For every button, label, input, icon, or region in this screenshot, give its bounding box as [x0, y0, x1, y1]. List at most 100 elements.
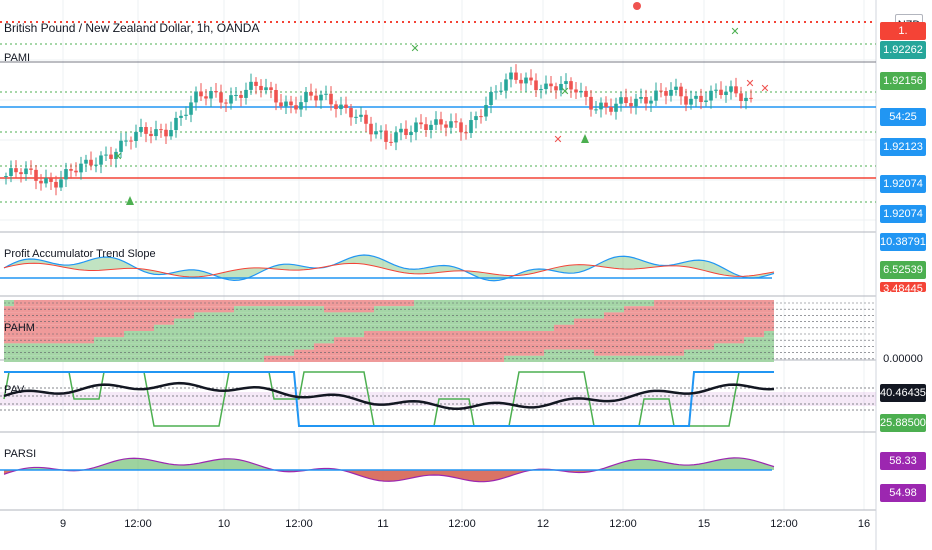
candle-body — [174, 117, 178, 131]
pahm-cell — [414, 318, 424, 325]
candle-body — [739, 93, 743, 102]
pahm-cell — [474, 318, 484, 325]
pahm-cell — [114, 343, 124, 350]
pahm-cell — [34, 355, 44, 362]
candle-body — [689, 98, 693, 105]
candle-body — [589, 96, 593, 110]
pahm-cell — [654, 300, 664, 307]
pahm-cell — [34, 324, 44, 331]
pahm-cell — [474, 337, 484, 344]
pahm-cell — [434, 337, 444, 344]
pahm-cell — [14, 349, 24, 356]
chart-title: British Pound / New Zealand Dollar, 1h, … — [4, 21, 260, 35]
pahm-cell — [754, 324, 764, 331]
candle-body — [49, 178, 53, 182]
price-tag: 1.92074 — [880, 205, 926, 223]
pahm-cell — [254, 343, 264, 350]
pahm-cell — [254, 355, 264, 362]
pahm-cell — [414, 349, 424, 356]
pahm-cell — [354, 337, 364, 344]
pahm-cell — [74, 337, 84, 344]
pahm-cell — [634, 337, 644, 344]
pahm-cell — [754, 337, 764, 344]
pahm-cell — [374, 324, 384, 331]
pahm-cell — [334, 312, 344, 319]
pahm-cell — [374, 312, 384, 319]
pahm-cell — [374, 337, 384, 344]
price-tag: 1.92156 — [880, 72, 926, 90]
pahm-cell — [54, 331, 64, 338]
pahm-cell — [374, 343, 384, 350]
pahm-cell — [714, 343, 724, 350]
pahm-cell — [634, 318, 644, 325]
candle-body — [464, 132, 468, 134]
pahm-cell — [134, 349, 144, 356]
candle-body — [284, 101, 288, 107]
pahm-cell — [594, 324, 604, 331]
pahm-cell — [754, 312, 764, 319]
pahm-cell — [454, 306, 464, 313]
pahm-cell — [294, 306, 304, 313]
pahm-cell — [274, 331, 284, 338]
pahm-cell — [354, 355, 364, 362]
candle-body — [399, 128, 403, 133]
candle-body — [384, 130, 388, 142]
pahm-cell — [114, 306, 124, 313]
pahm-cell — [134, 324, 144, 331]
candle-body — [504, 79, 508, 91]
pahm-cell — [654, 318, 664, 325]
pav-tag: 25.88500 — [880, 414, 926, 432]
candle-body — [129, 140, 133, 142]
candle-body — [14, 168, 18, 173]
candle-body — [34, 169, 38, 181]
pav-blue-line — [4, 371, 774, 427]
candle-body — [339, 104, 343, 110]
pahm-cell — [714, 355, 724, 362]
candle-body — [94, 164, 98, 166]
candle-body — [724, 91, 728, 95]
pahm-cell — [114, 355, 124, 362]
pahm-cell — [594, 337, 604, 344]
pahm-cell — [414, 337, 424, 344]
candle-body — [229, 95, 233, 104]
pahm-cell — [154, 331, 164, 338]
pav-series — [0, 371, 876, 427]
pahm-cell — [414, 324, 424, 331]
pahm-cell — [334, 349, 344, 356]
pahm-cell — [434, 324, 444, 331]
pahm-cell — [534, 312, 544, 319]
candles: ✕ ✕ ✕ ✕ ✕ ✕ ✕ — [4, 2, 770, 205]
pahm-cell — [234, 318, 244, 325]
pahm-cell — [634, 355, 644, 362]
pahm-cell — [254, 337, 264, 344]
pahm-cell — [494, 355, 504, 362]
pahm-cell — [134, 318, 144, 325]
candle-body — [394, 132, 398, 143]
pahm-cell — [554, 355, 564, 362]
slope-series — [0, 254, 775, 282]
pahm-cell — [534, 306, 544, 313]
signal-marker: ✕ — [760, 82, 769, 95]
pahm-cell — [74, 349, 84, 356]
candle-body — [134, 131, 138, 141]
pahm-cell — [174, 349, 184, 356]
pahm-cell — [654, 331, 664, 338]
pahm-cell — [574, 355, 584, 362]
pav-band — [0, 392, 876, 406]
pahm-cell — [174, 318, 184, 325]
slope-tag: 6.52539 — [880, 261, 926, 279]
pahm-cell — [274, 324, 284, 331]
pahm-cell — [274, 312, 284, 319]
pahm-cell — [94, 337, 104, 344]
pane-label-parsi: PARSI — [4, 448, 37, 460]
pahm-cell — [754, 343, 764, 350]
pahm-cell — [694, 331, 704, 338]
signal-marker: ✕ — [553, 133, 562, 146]
pahm-cell — [334, 318, 344, 325]
pahm-cell — [174, 355, 184, 362]
pahm-cell — [74, 306, 84, 313]
pahm-cell — [574, 324, 584, 331]
pahm-cell — [154, 318, 164, 325]
candle-body — [714, 89, 718, 91]
